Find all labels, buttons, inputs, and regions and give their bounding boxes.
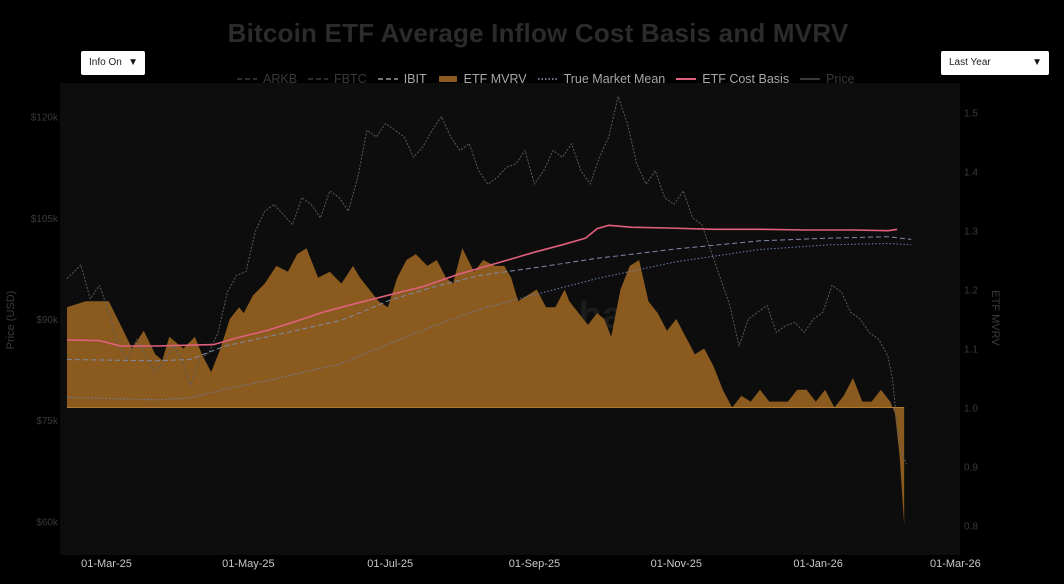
legend-item[interactable]: Price: [799, 72, 855, 86]
price-line: [66, 96, 907, 465]
x-tick-label: 01-Nov-25: [651, 558, 702, 570]
true-market-mean-line: [66, 243, 912, 401]
x-tick-label: 01-Mar-26: [930, 558, 981, 570]
x-tick-label: 01-Sep-25: [509, 558, 560, 570]
legend-swatch: [377, 78, 398, 80]
date-range-label: Last Year: [949, 57, 991, 68]
etf-cost-basis-line: [66, 224, 898, 347]
legend-label: Price: [826, 72, 855, 86]
legend-item[interactable]: ARKB: [236, 72, 297, 86]
legend-swatch: [308, 78, 329, 80]
chart-title: Bitcoin ETF Average Inflow Cost Basis an…: [227, 18, 849, 48]
ibit-line: [66, 236, 912, 362]
legend-item[interactable]: FBTC: [307, 72, 367, 86]
y-right-tick-label: 1.2: [964, 286, 978, 297]
y-right-tick-label: 1.5: [964, 109, 978, 120]
legend-label: IBIT: [403, 72, 427, 86]
etf-mvrv-area: [66, 248, 905, 526]
y-right-tick-label: 1.1: [964, 345, 978, 356]
info-toggle-dropdown[interactable]: Info On ▼: [81, 51, 145, 75]
info-toggle-label: Info On: [89, 57, 122, 68]
legend-item[interactable]: IBIT: [377, 72, 427, 86]
y-right-tick-label: 1.3: [964, 227, 978, 238]
y-left-tick-label: $60k: [36, 517, 59, 528]
legend-item[interactable]: ETF Cost Basis: [675, 72, 789, 86]
legend-item[interactable]: ETF MVRV: [437, 72, 527, 86]
legend-swatch: [676, 78, 697, 80]
x-tick-label: 01-Jan-26: [793, 558, 843, 570]
chevron-down-icon: ▼: [128, 57, 138, 68]
legend-label: ETF MVRV: [463, 72, 527, 86]
legend-label: FBTC: [334, 72, 367, 86]
y-left-tick-label: $75k: [36, 416, 59, 427]
x-tick-label: 01-Mar-25: [81, 558, 132, 570]
y-left-axis-title: Price (USD): [5, 291, 17, 350]
y-right-tick-label: 1.4: [964, 168, 978, 179]
x-tick-label: 01-May-25: [222, 558, 275, 570]
y-left-tick-label: $120k: [31, 113, 59, 124]
chart-legend: ARKB FBTC IBIT ETF MVRV True Market Mean ETF …: [236, 70, 865, 88]
date-range-dropdown[interactable]: Last Year ▼: [941, 51, 1049, 75]
legend-swatch: [438, 76, 457, 82]
y-left-tick-label: $90k: [36, 315, 59, 326]
legend-label: True Market Mean: [563, 72, 666, 86]
legend-swatch-mark: [438, 76, 457, 82]
legend-swatch: [800, 78, 821, 80]
legend-item[interactable]: True Market Mean: [537, 72, 666, 86]
y-right-tick-label: 0.8: [964, 522, 978, 533]
legend-swatch: [237, 78, 257, 80]
y-right-tick-label: 1.0: [964, 404, 978, 415]
y-right-tick-label: 0.9: [964, 463, 978, 474]
x-tick-label: 01-Jul-25: [367, 558, 413, 570]
legend-label: ARKB: [263, 72, 298, 86]
chevron-down-icon: ▼: [1032, 57, 1042, 68]
y-right-axis-title: ETF MVRV: [989, 290, 1001, 346]
legend-label: ETF Cost Basis: [702, 72, 790, 86]
y-left-tick-label: $105k: [31, 214, 59, 225]
